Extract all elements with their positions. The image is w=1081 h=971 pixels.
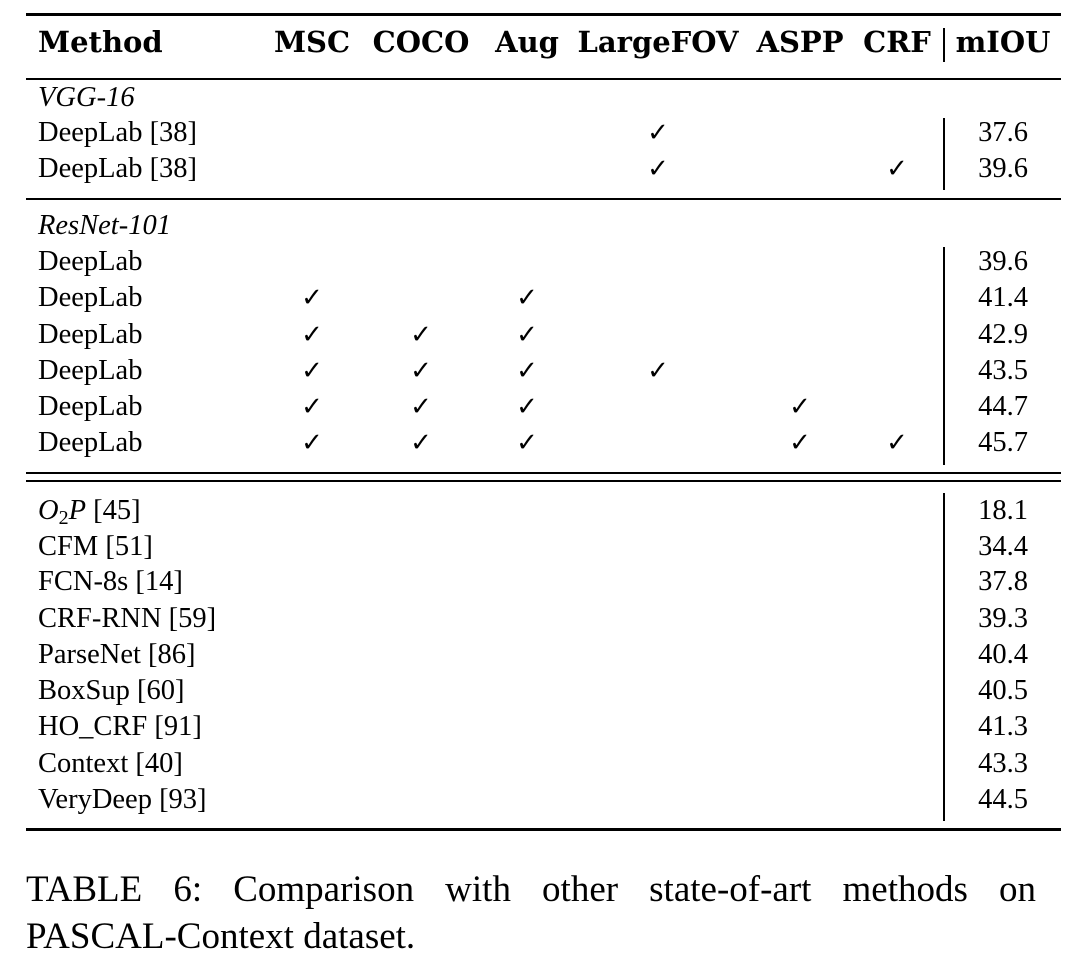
method-cell: FCN-8s [14] bbox=[38, 566, 183, 597]
method-cell: ParseNet [86] bbox=[38, 639, 196, 670]
top-rule bbox=[26, 13, 1061, 16]
miou-value: 18.1 bbox=[978, 495, 1028, 526]
section-rule bbox=[26, 198, 1061, 200]
method-cell: HO_CRF [91] bbox=[38, 711, 202, 742]
method-cell: DeepLab bbox=[38, 391, 143, 422]
miou-value: 39.6 bbox=[978, 246, 1028, 277]
header-msc: MSC bbox=[273, 25, 351, 59]
method-cell: O2P [45] bbox=[38, 495, 141, 529]
header-largefov: LargeFOV bbox=[577, 25, 739, 59]
miou-value: 41.3 bbox=[978, 711, 1028, 742]
miou-value: 39.6 bbox=[978, 153, 1028, 184]
method-cell: CRF-RNN [59] bbox=[38, 603, 217, 634]
section-label: VGG-16 bbox=[38, 82, 135, 113]
check-aspp-icon: ✓ bbox=[789, 428, 811, 458]
miou-value: 40.4 bbox=[978, 639, 1028, 670]
miou-value: 41.4 bbox=[978, 282, 1028, 313]
miou-value: 37.6 bbox=[978, 117, 1028, 148]
check-msc-icon: ✓ bbox=[301, 283, 323, 313]
check-aug-icon: ✓ bbox=[516, 392, 538, 422]
check-largefov-icon: ✓ bbox=[647, 356, 669, 386]
miou-value: 34.4 bbox=[978, 531, 1028, 562]
method-cell: BoxSup [60] bbox=[38, 675, 185, 706]
bottom-rule bbox=[26, 828, 1061, 831]
header-aug: Aug bbox=[495, 25, 559, 59]
header-divider bbox=[943, 28, 945, 62]
method-cell: VeryDeep [93] bbox=[38, 784, 207, 815]
check-msc-icon: ✓ bbox=[301, 356, 323, 386]
check-msc-icon: ✓ bbox=[301, 392, 323, 422]
method-cell: DeepLab bbox=[38, 246, 143, 277]
mIOU-divider bbox=[943, 247, 945, 465]
method-cell: DeepLab bbox=[38, 427, 143, 458]
check-aug-icon: ✓ bbox=[516, 356, 538, 386]
check-msc-icon: ✓ bbox=[301, 320, 323, 350]
miou-value: 42.9 bbox=[978, 319, 1028, 350]
method-cell: DeepLab bbox=[38, 282, 143, 313]
check-largefov-icon: ✓ bbox=[647, 118, 669, 148]
miou-value: 39.3 bbox=[978, 603, 1028, 634]
check-aug-icon: ✓ bbox=[516, 428, 538, 458]
miou-value: 43.3 bbox=[978, 748, 1028, 779]
check-crf-icon: ✓ bbox=[886, 154, 908, 184]
header-miou: mIOU bbox=[955, 25, 1051, 59]
miou-value: 45.7 bbox=[978, 427, 1028, 458]
check-aug-icon: ✓ bbox=[516, 283, 538, 313]
method-cell: DeepLab [38] bbox=[38, 153, 198, 184]
double-rule-top bbox=[26, 472, 1061, 474]
check-msc-icon: ✓ bbox=[301, 428, 323, 458]
method-cell: CFM [51] bbox=[38, 531, 153, 562]
check-largefov-icon: ✓ bbox=[647, 154, 669, 184]
mIOU-divider bbox=[943, 493, 945, 821]
method-cell: DeepLab bbox=[38, 355, 143, 386]
check-coco-icon: ✓ bbox=[410, 320, 432, 350]
header-crf: CRF bbox=[863, 25, 931, 59]
check-aspp-icon: ✓ bbox=[789, 392, 811, 422]
table-caption: TABLE 6: Comparison with other state-of-… bbox=[26, 869, 1036, 957]
miou-value: 37.8 bbox=[978, 566, 1028, 597]
miou-value: 40.5 bbox=[978, 675, 1028, 706]
check-coco-icon: ✓ bbox=[410, 356, 432, 386]
double-rule-bottom bbox=[26, 480, 1061, 482]
header-rule bbox=[26, 78, 1061, 80]
check-crf-icon: ✓ bbox=[886, 428, 908, 458]
miou-value: 44.5 bbox=[978, 784, 1028, 815]
header-method: Method bbox=[38, 25, 163, 59]
check-coco-icon: ✓ bbox=[410, 428, 432, 458]
miou-value: 44.7 bbox=[978, 391, 1028, 422]
header-coco: COCO bbox=[372, 25, 470, 59]
method-cell: DeepLab [38] bbox=[38, 117, 198, 148]
method-cell: Context [40] bbox=[38, 748, 183, 779]
miou-value: 43.5 bbox=[978, 355, 1028, 386]
check-coco-icon: ✓ bbox=[410, 392, 432, 422]
section-label: ResNet-101 bbox=[38, 210, 171, 241]
mIOU-divider bbox=[943, 118, 945, 190]
header-aspp: ASPP bbox=[756, 25, 844, 59]
check-aug-icon: ✓ bbox=[516, 320, 538, 350]
method-cell: DeepLab bbox=[38, 319, 143, 350]
